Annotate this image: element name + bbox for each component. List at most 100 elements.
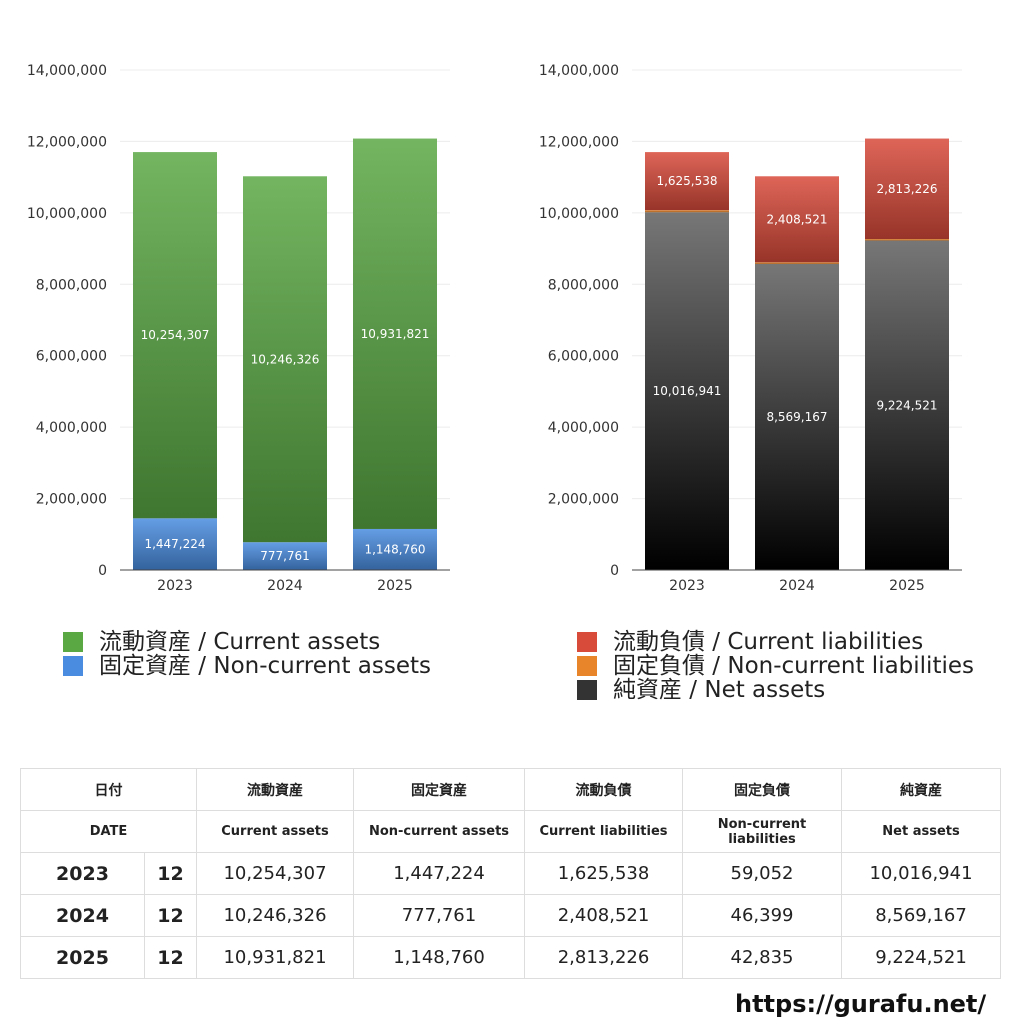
legend-swatch bbox=[63, 632, 83, 652]
year-cell: 2023 bbox=[20, 852, 145, 895]
x-tick-label: 2023 bbox=[157, 578, 193, 594]
bar-segment bbox=[755, 262, 839, 264]
bar-segment bbox=[645, 152, 729, 211]
table-cell: 42,835 bbox=[682, 936, 842, 979]
y-tick-label: 8,000,000 bbox=[548, 277, 619, 293]
x-tick-label: 2024 bbox=[267, 578, 303, 594]
table-cell: 8,569,167 bbox=[841, 894, 1001, 937]
data-label: 9,224,521 bbox=[876, 398, 937, 412]
table-header: Non-current assets bbox=[353, 810, 525, 853]
legend-label: 純資産 / Net assets bbox=[613, 677, 826, 703]
bar-segment bbox=[645, 210, 729, 213]
x-tick-label: 2025 bbox=[377, 578, 413, 594]
legend-swatch bbox=[577, 680, 597, 700]
table-cell: 2,813,226 bbox=[524, 936, 683, 979]
table-header: Non-current liabilities bbox=[682, 810, 842, 853]
data-label: 8,569,167 bbox=[766, 410, 827, 424]
table-header: 純資産 bbox=[841, 768, 1001, 811]
table-cell: 59,052 bbox=[682, 852, 842, 895]
bar-segment bbox=[353, 528, 437, 570]
data-label: 777,761 bbox=[260, 549, 310, 563]
data-label: 10,931,821 bbox=[361, 327, 430, 341]
y-tick-label: 2,000,000 bbox=[548, 492, 619, 508]
data-label: 2,408,521 bbox=[766, 212, 827, 226]
assets-legend: 流動資産 / Current assets 固定資産 / Non-current… bbox=[63, 630, 431, 678]
table-cell: 1,625,538 bbox=[524, 852, 683, 895]
bar-segment bbox=[755, 176, 839, 263]
legend-label: 固定資産 / Non-current assets bbox=[99, 653, 432, 679]
bar-segment bbox=[755, 263, 839, 570]
month-cell: 12 bbox=[144, 936, 197, 979]
y-tick-label: 10,000,000 bbox=[539, 206, 619, 222]
table-cell: 1,447,224 bbox=[353, 852, 525, 895]
assets-chart: 0 2,000,000 4,000,000 6,000,000 8,000,000 10,… bbox=[27, 63, 450, 594]
table-header-row: 日付 流動資産 固定資産 流動負債 固定負債 純資産 bbox=[20, 768, 1001, 811]
table-header: 流動負債 bbox=[524, 768, 683, 811]
site-url: https://gurafu.net/ bbox=[735, 990, 987, 1018]
table-cell: 777,761 bbox=[353, 894, 525, 937]
year-cell: 2025 bbox=[20, 936, 145, 979]
table-header: Current liabilities bbox=[524, 810, 683, 853]
liabilities-chart: 0 2,000,000 4,000,000 6,000,000 8,000,000 10,… bbox=[539, 63, 962, 594]
bar-segment bbox=[353, 138, 437, 529]
bar-segment bbox=[645, 212, 729, 570]
y-tick-label: 8,000,000 bbox=[36, 277, 107, 293]
table-cell: 10,931,821 bbox=[196, 936, 354, 979]
y-tick-label: 6,000,000 bbox=[548, 349, 619, 365]
table-cell: 10,246,326 bbox=[196, 894, 354, 937]
y-tick-label: 6,000,000 bbox=[36, 349, 107, 365]
bar-segment bbox=[243, 542, 327, 570]
table-cell: 10,016,941 bbox=[841, 852, 1001, 895]
legend-label: 固定負債 / Non-current liabilities bbox=[613, 653, 974, 679]
data-table: 日付 流動資産 固定資産 流動負債 固定負債 純資産 DATE Current … bbox=[20, 768, 1001, 979]
data-label: 1,148,760 bbox=[364, 542, 425, 556]
table-header: 固定資産 bbox=[353, 768, 525, 811]
legend-item-net-assets: 純資産 / Net assets bbox=[577, 678, 974, 702]
legend-label: 流動資産 / Current assets bbox=[99, 629, 381, 655]
y-tick-label: 12,000,000 bbox=[539, 134, 619, 150]
data-label: 10,246,326 bbox=[251, 352, 320, 366]
table-subheader-row: DATE Current assets Non-current assets C… bbox=[20, 810, 1001, 853]
table-header: Current assets bbox=[196, 810, 354, 853]
table-cell: 2,408,521 bbox=[524, 894, 683, 937]
bar-segment bbox=[865, 239, 949, 241]
table-header: DATE bbox=[20, 810, 197, 853]
year-cell: 2024 bbox=[20, 894, 145, 937]
legend-item-non-current-assets: 固定資産 / Non-current assets bbox=[63, 654, 431, 678]
data-label: 10,254,307 bbox=[141, 328, 210, 342]
table-header: 固定負債 bbox=[682, 768, 842, 811]
table-cell: 46,399 bbox=[682, 894, 842, 937]
liabilities-legend: 流動負債 / Current liabilities 固定負債 / Non-cu… bbox=[577, 630, 974, 702]
y-tick-label: 10,000,000 bbox=[27, 206, 107, 222]
y-tick-label: 0 bbox=[98, 563, 107, 579]
month-cell: 12 bbox=[144, 852, 197, 895]
legend-item-current-liabilities: 流動負債 / Current liabilities bbox=[577, 630, 974, 654]
bar-segment bbox=[865, 240, 949, 570]
month-cell: 12 bbox=[144, 894, 197, 937]
y-tick-label: 14,000,000 bbox=[27, 63, 107, 79]
bar-segment bbox=[865, 138, 949, 240]
legend-item-non-current-liabilities: 固定負債 / Non-current liabilities bbox=[577, 654, 974, 678]
legend-item-current-assets: 流動資産 / Current assets bbox=[63, 630, 431, 654]
table-row: 2023 12 10,254,307 1,447,224 1,625,538 5… bbox=[20, 852, 1001, 895]
table-header: Net assets bbox=[841, 810, 1001, 853]
y-tick-label: 14,000,000 bbox=[539, 63, 619, 79]
table-row: 2024 12 10,246,326 777,761 2,408,521 46,… bbox=[20, 894, 1001, 937]
table-cell: 1,148,760 bbox=[353, 936, 525, 979]
table-row: 2025 12 10,931,821 1,148,760 2,813,226 4… bbox=[20, 936, 1001, 979]
x-tick-label: 2025 bbox=[889, 578, 925, 594]
y-tick-label: 2,000,000 bbox=[36, 492, 107, 508]
legend-label: 流動負債 / Current liabilities bbox=[613, 629, 924, 655]
y-tick-label: 0 bbox=[610, 563, 619, 579]
legend-swatch bbox=[63, 656, 83, 676]
data-label: 1,447,224 bbox=[144, 537, 205, 551]
data-label: 1,625,538 bbox=[656, 174, 717, 188]
bar-segment bbox=[243, 176, 327, 543]
data-label: 2,813,226 bbox=[876, 182, 937, 196]
data-label: 10,016,941 bbox=[653, 384, 722, 398]
y-tick-label: 4,000,000 bbox=[548, 420, 619, 436]
bar-segment bbox=[133, 152, 217, 519]
table-header: 日付 bbox=[20, 768, 197, 811]
x-tick-label: 2024 bbox=[779, 578, 815, 594]
table-cell: 10,254,307 bbox=[196, 852, 354, 895]
